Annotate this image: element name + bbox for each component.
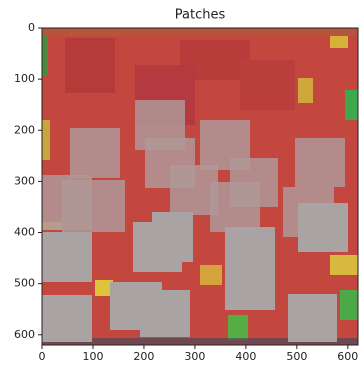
x-tick-label: 0 <box>39 350 46 363</box>
x-tick-label: 400 <box>235 350 256 363</box>
y-tick-label: 500 <box>14 277 35 290</box>
y-tick-label: 300 <box>14 174 35 187</box>
x-tick-label: 300 <box>184 350 205 363</box>
image <box>42 28 358 345</box>
x-tick-label: 500 <box>286 350 307 363</box>
x-tick-label: 100 <box>82 350 103 363</box>
chart-title: Patches <box>175 8 226 23</box>
y-tick-label: 600 <box>14 328 35 341</box>
y-tick-label: 200 <box>14 123 35 136</box>
y-tick-label: 0 <box>28 21 35 34</box>
y-tick-label: 400 <box>14 226 35 239</box>
y-tick-label: 100 <box>14 72 35 85</box>
x-tick-label: 600 <box>337 350 358 363</box>
chart: Patches <box>0 0 360 370</box>
x-tick-label: 200 <box>133 350 154 363</box>
